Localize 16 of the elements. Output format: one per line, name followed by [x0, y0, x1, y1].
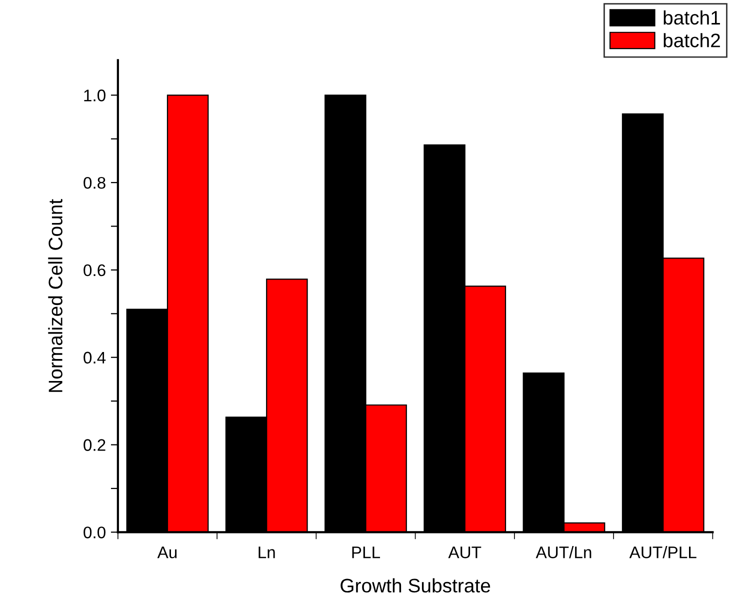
x-tick-label: Ln	[258, 546, 275, 558]
x-tick-label: Au	[157, 546, 177, 558]
legend-label: batch2	[664, 33, 720, 48]
x-tick-label: AUT/Ln	[536, 546, 592, 558]
x-axis-title: Growth Substrate	[340, 578, 490, 593]
x-tick-label: PLL	[352, 546, 380, 558]
x-tick-label: AUT/PLL	[629, 546, 696, 558]
y-tick-label: 0.6	[84, 264, 106, 276]
y-tick-label: 0.8	[84, 176, 106, 189]
y-tick-label: 0.0	[84, 526, 106, 538]
y-tick-label: 1.0	[84, 90, 106, 102]
y-axis-title: Normalized Cell Count	[48, 199, 62, 392]
x-tick-label: AUT	[448, 546, 482, 558]
legend-label: batch1	[664, 10, 720, 25]
y-tick-label: 0.2	[84, 439, 106, 451]
y-tick-label: 0.4	[84, 352, 106, 364]
